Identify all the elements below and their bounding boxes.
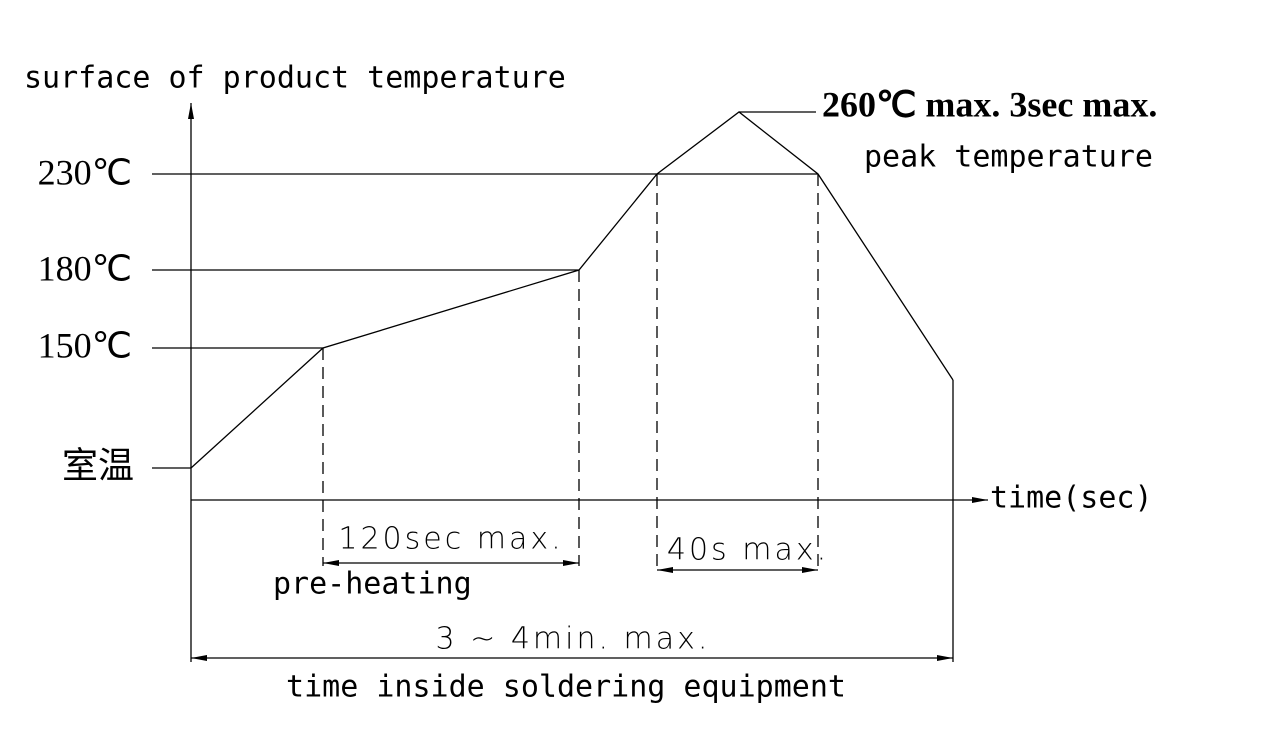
guides — [190, 174, 954, 662]
y-axis-label: surface of product temperature — [24, 61, 566, 96]
profile-curve — [190, 111, 954, 469]
level-label: 室温 — [62, 445, 134, 485]
preheat-time: 120sec max. — [338, 522, 563, 557]
x-axis-label: time(sec) — [990, 481, 1153, 516]
total-label: time inside soldering equipment — [286, 670, 846, 705]
peak-time: 40s max. — [667, 533, 829, 568]
peak-note: 260℃ max. 3sec max. — [822, 84, 1157, 124]
peak-label: peak temperature — [864, 140, 1153, 175]
dimension-arrows — [191, 560, 953, 661]
axes — [188, 103, 988, 503]
level-lines — [152, 173, 818, 469]
level-label: 230℃ — [38, 152, 132, 192]
level-label: 150℃ — [38, 325, 132, 365]
preheat-label: pre-heating — [273, 567, 472, 602]
total-time: 3 ~ 4min. max. — [436, 622, 711, 657]
level-label: 180℃ — [38, 248, 132, 288]
